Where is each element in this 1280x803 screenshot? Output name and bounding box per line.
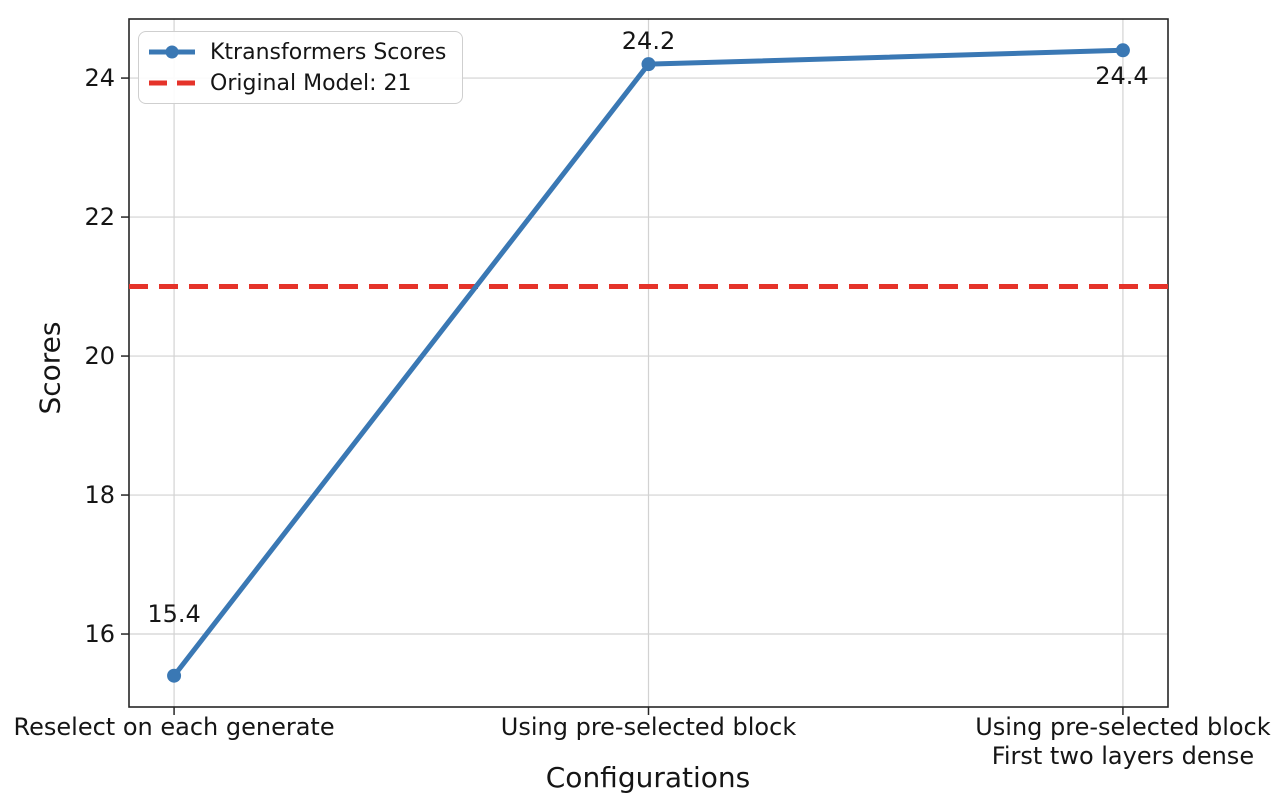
legend-label-reference: Original Model: 21 — [210, 70, 412, 96]
data-point-marker — [1115, 43, 1130, 58]
legend-label-series: Ktransformers Scores — [210, 39, 447, 65]
legend-entry-reference: Original Model: 21 — [148, 69, 446, 97]
x-tick-label-line: Reselect on each generate — [13, 713, 335, 741]
point-label: 24.4 — [1095, 62, 1149, 91]
reference-dash-sample-icon — [149, 80, 195, 86]
point-label: 24.2 — [621, 27, 676, 56]
legend-entry-series: Ktransformers Scores — [148, 38, 446, 66]
y-tick-label: 16 — [84, 620, 115, 649]
y-tick-label: 18 — [84, 481, 115, 510]
series-line-sample-icon — [149, 45, 195, 59]
data-point-marker — [167, 668, 182, 683]
y-tick-label: 24 — [84, 64, 115, 93]
x-tick-label-line: First two layers dense — [991, 742, 1255, 770]
legend: Ktransformers Scores Original Model: 21 — [138, 31, 464, 104]
x-tick-label: Reselect on each generate — [14, 713, 335, 742]
y-tick-label: 20 — [84, 342, 115, 371]
x-tick-label: Using pre-selected block — [501, 713, 796, 742]
y-tick-label: 22 — [84, 203, 115, 232]
x-tick-label: Using pre-selected block First two layers… — [975, 713, 1270, 771]
x-tick-label-line: Using pre-selected block — [500, 713, 797, 741]
data-point-marker — [641, 57, 656, 72]
x-tick-label-line: Using pre-selected block — [975, 713, 1271, 741]
point-label: 15.4 — [147, 599, 201, 628]
x-axis-title: Configurations — [545, 761, 751, 794]
